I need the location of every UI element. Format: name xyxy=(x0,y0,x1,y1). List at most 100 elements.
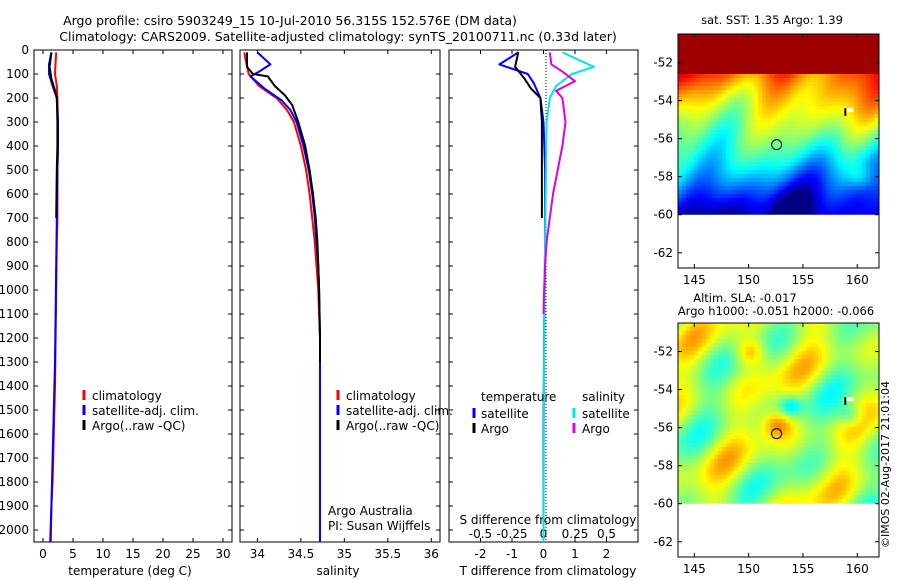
map-cell xyxy=(866,403,871,408)
map-cell xyxy=(718,174,723,179)
map-cell xyxy=(718,46,723,51)
map-cell xyxy=(758,483,763,488)
map-cell xyxy=(738,451,743,456)
map-cell xyxy=(698,339,703,344)
map-cell xyxy=(842,130,847,135)
map-cell xyxy=(710,62,715,67)
map-cell xyxy=(870,327,875,332)
map-cell xyxy=(678,50,683,55)
map-cell xyxy=(774,174,779,179)
map-cell xyxy=(698,455,703,460)
map-cell xyxy=(766,58,771,63)
map-cell xyxy=(750,327,755,332)
map-cell xyxy=(762,439,767,444)
map-cell xyxy=(854,178,859,183)
map-cell xyxy=(826,463,831,468)
map-cell xyxy=(862,170,867,175)
map-cell xyxy=(794,443,799,448)
map-cell xyxy=(758,327,763,332)
map-cell xyxy=(846,363,851,368)
map-cell xyxy=(842,174,847,179)
map-cell xyxy=(746,62,751,67)
map-cell xyxy=(818,483,823,488)
map-cell xyxy=(682,166,687,171)
map-cell xyxy=(822,54,827,59)
map-cell xyxy=(682,114,687,119)
map-cell xyxy=(742,178,747,183)
map-cell xyxy=(766,98,771,103)
map-cell xyxy=(706,46,711,51)
map-cell xyxy=(750,435,755,440)
map-cell xyxy=(738,42,743,47)
map-cell xyxy=(850,146,855,151)
map-cell xyxy=(706,407,711,412)
map-cell xyxy=(838,178,843,183)
map-cell xyxy=(834,186,839,191)
map-cell xyxy=(778,407,783,412)
map-cell xyxy=(814,194,819,199)
map-cell xyxy=(834,158,839,163)
map-cell xyxy=(766,134,771,139)
map-cell xyxy=(782,50,787,55)
map-cell xyxy=(810,411,815,416)
map-cell xyxy=(742,102,747,107)
map-cell xyxy=(866,379,871,384)
map-cell xyxy=(842,351,847,356)
map-cell xyxy=(734,471,739,476)
map-cell xyxy=(778,443,783,448)
map-cell xyxy=(858,198,863,203)
map-cell xyxy=(834,86,839,91)
map-cell xyxy=(862,146,867,151)
map-cell xyxy=(778,134,783,139)
map-cell xyxy=(842,198,847,203)
map-cell xyxy=(742,371,747,376)
map-cell xyxy=(770,146,775,151)
map-cell xyxy=(746,54,751,59)
map-cell xyxy=(678,491,683,496)
map-cell xyxy=(754,86,759,91)
map-cell xyxy=(762,182,767,187)
map-cell xyxy=(802,327,807,332)
map-cell xyxy=(870,46,875,51)
map-cell xyxy=(698,367,703,372)
map-cell xyxy=(830,142,835,147)
map-cell xyxy=(830,399,835,404)
map-cell xyxy=(742,479,747,484)
map-cell xyxy=(738,178,743,183)
map-cell xyxy=(854,54,859,59)
map-cell xyxy=(786,174,791,179)
map-cell xyxy=(830,371,835,376)
map-cell xyxy=(846,194,851,199)
map-cell xyxy=(854,78,859,83)
map-cell xyxy=(786,158,791,163)
map-cell xyxy=(774,46,779,51)
map-cell xyxy=(710,158,715,163)
map-cell xyxy=(786,475,791,480)
map-cell xyxy=(714,194,719,199)
map-cell xyxy=(770,174,775,179)
map-cell xyxy=(802,487,807,492)
map-cell xyxy=(758,347,763,352)
map-cell xyxy=(798,146,803,151)
map-cell xyxy=(810,371,815,376)
map-cell xyxy=(774,335,779,340)
map-cell xyxy=(802,479,807,484)
map-cell xyxy=(814,419,819,424)
map-cell xyxy=(750,411,755,416)
sst-map xyxy=(678,34,879,268)
map-cell xyxy=(826,459,831,464)
map-cell xyxy=(718,190,723,195)
map-cell xyxy=(838,419,843,424)
map-cell xyxy=(758,335,763,340)
map-cell xyxy=(730,479,735,484)
map-cell xyxy=(710,118,715,123)
map-cell xyxy=(702,202,707,207)
map-cell xyxy=(682,150,687,155)
map-cell xyxy=(810,190,815,195)
map-cell xyxy=(762,122,767,127)
map-cell xyxy=(694,90,699,95)
map-cell xyxy=(694,359,699,364)
map-cell xyxy=(822,431,827,436)
map-cell xyxy=(834,355,839,360)
map-cell xyxy=(786,210,791,215)
